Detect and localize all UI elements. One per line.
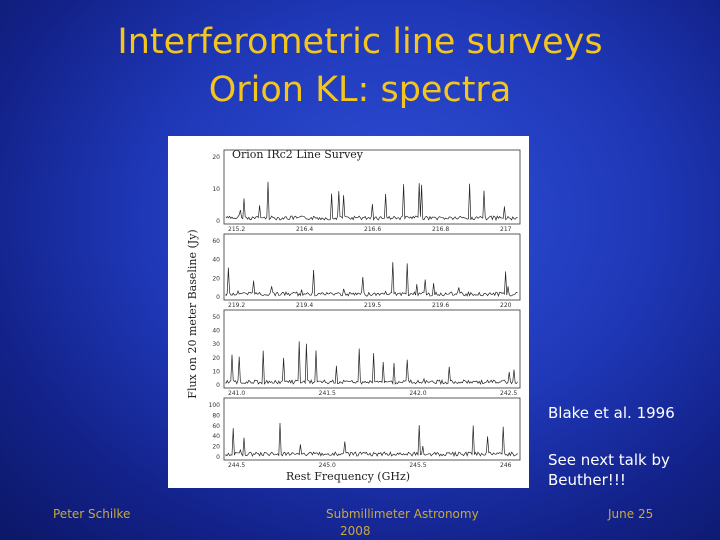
spectrum-trace xyxy=(225,341,518,386)
spectrum-panel-frame xyxy=(223,397,521,461)
panel-xtick-label: 245.0 xyxy=(319,462,336,469)
panel-xtick-label: 244.5 xyxy=(228,462,245,469)
panel-xtick-label: 242.0 xyxy=(409,390,426,397)
panel-xtick-label: 241.0 xyxy=(228,390,245,397)
spectra-figure-image: Flux on 20 meter Baseline (Jy) Orion IRc… xyxy=(186,148,521,483)
footer-date: June 25 xyxy=(608,507,654,521)
panel-ytick-label: 10 xyxy=(212,368,220,375)
panel-xtick-label: 219.6 xyxy=(432,302,449,309)
panel-ytick-label: 80 xyxy=(212,412,220,419)
panel-ytick-label: 0 xyxy=(216,294,220,301)
spectra-figure: Flux on 20 meter Baseline (Jy) Orion IRc… xyxy=(168,136,529,488)
title-line-1: Interferometric line surveys xyxy=(117,22,603,62)
spectrum-trace xyxy=(225,262,518,297)
spectrum-panel-frame xyxy=(223,309,521,389)
footer-event-line-1: Submillimeter Astronomy xyxy=(326,507,479,521)
panel-xtick-label: 216.4 xyxy=(296,226,313,233)
footer-author: Peter Schilke xyxy=(53,507,131,521)
panel-ytick-label: 0 xyxy=(216,454,220,461)
panel-ytick-label: 30 xyxy=(212,341,220,348)
panel-xtick-label: 216.6 xyxy=(364,226,381,233)
panel-ytick-label: 40 xyxy=(212,328,220,335)
spectrum-trace xyxy=(225,181,518,222)
spectrum-trace xyxy=(225,422,518,458)
panel-ytick-label: 20 xyxy=(212,444,220,451)
panel-ytick-label: 10 xyxy=(212,186,220,193)
panel-ytick-label: 0 xyxy=(216,382,220,389)
citation: Blake et al. 1996 xyxy=(548,404,675,422)
panel-xtick-label: 246 xyxy=(500,462,512,469)
panel-xtick-label: 219.5 xyxy=(364,302,381,309)
panel-xtick-label: 217 xyxy=(500,226,512,233)
panel-xtick-label: 241.5 xyxy=(319,390,336,397)
panel-ytick-label: 20 xyxy=(212,355,220,362)
figure-title: Orion IRc2 Line Survey xyxy=(232,148,364,161)
slide-title: Interferometric line surveys Orion KL: s… xyxy=(0,18,720,114)
title-line-2: Orion KL: spectra xyxy=(208,70,512,110)
figure-xlabel: Rest Frequency (GHz) xyxy=(286,470,410,483)
spectrum-panel-frame xyxy=(223,149,521,225)
panel-xtick-label: 245.5 xyxy=(409,462,426,469)
panel-xtick-label: 216.8 xyxy=(432,226,449,233)
panel-ytick-label: 100 xyxy=(209,402,221,409)
panel-ytick-label: 20 xyxy=(212,275,220,282)
panel-ytick-label: 50 xyxy=(212,314,220,321)
panel-ytick-label: 60 xyxy=(212,238,220,245)
spectrum-panel-frame xyxy=(223,233,521,301)
note-line-1: See next talk by xyxy=(548,451,670,469)
panel-xtick-label: 219.4 xyxy=(296,302,313,309)
panel-ytick-label: 40 xyxy=(212,257,220,264)
figure-ylabel: Flux on 20 meter Baseline (Jy) xyxy=(186,229,199,398)
panel-ytick-label: 20 xyxy=(212,154,220,161)
panel-ytick-label: 60 xyxy=(212,423,220,430)
panel-xtick-label: 242.5 xyxy=(500,390,517,397)
panel-xtick-label: 220 xyxy=(500,302,512,309)
footer-event-line-2: 2008 xyxy=(340,524,371,538)
panel-xtick-label: 215.2 xyxy=(228,226,245,233)
panel-xtick-label: 219.2 xyxy=(228,302,245,309)
panel-ytick-label: 40 xyxy=(212,433,220,440)
panel-ytick-label: 0 xyxy=(216,218,220,225)
note-line-2: Beuther!!! xyxy=(548,471,626,489)
